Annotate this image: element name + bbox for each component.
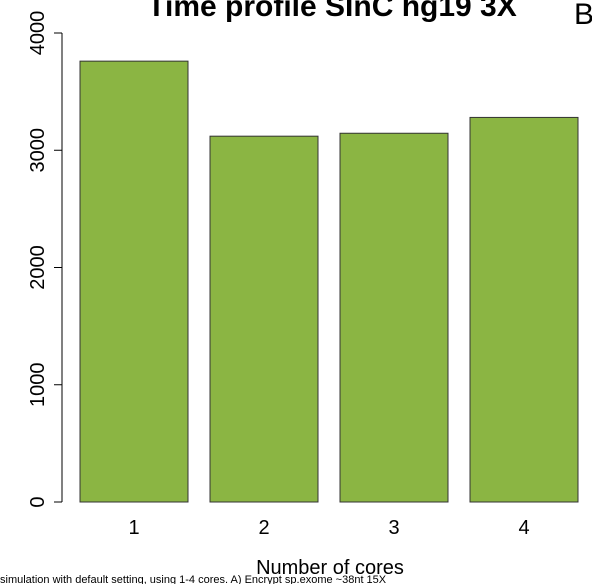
bar-2: [209, 135, 319, 503]
y-tick-label: 0: [27, 496, 49, 507]
y-axis: 0 1000 2000 3000 4000: [27, 11, 62, 508]
panel-letter: B: [574, 0, 592, 31]
bar-4: [469, 116, 579, 503]
y-tick-label: 2000: [27, 245, 49, 290]
figure-caption: simulation with default setting, using 1…: [0, 574, 387, 584]
y-tick-label: 1000: [27, 363, 49, 408]
chart-title: Time profile SInC hg19 3X: [147, 0, 517, 23]
y-tick-label: 4000: [27, 11, 49, 56]
x-axis-title: Number of cores: [256, 557, 404, 579]
bar-1: [79, 60, 189, 503]
x-axis: 1 2 3 4: [128, 517, 529, 539]
x-tick-label: 4: [518, 517, 529, 539]
bar-3: [339, 132, 449, 503]
x-tick-label: 3: [388, 517, 399, 539]
y-tick-label: 3000: [27, 128, 49, 173]
bars-group: [79, 60, 579, 503]
x-tick-label: 1: [128, 517, 139, 539]
x-tick-label: 2: [258, 517, 269, 539]
